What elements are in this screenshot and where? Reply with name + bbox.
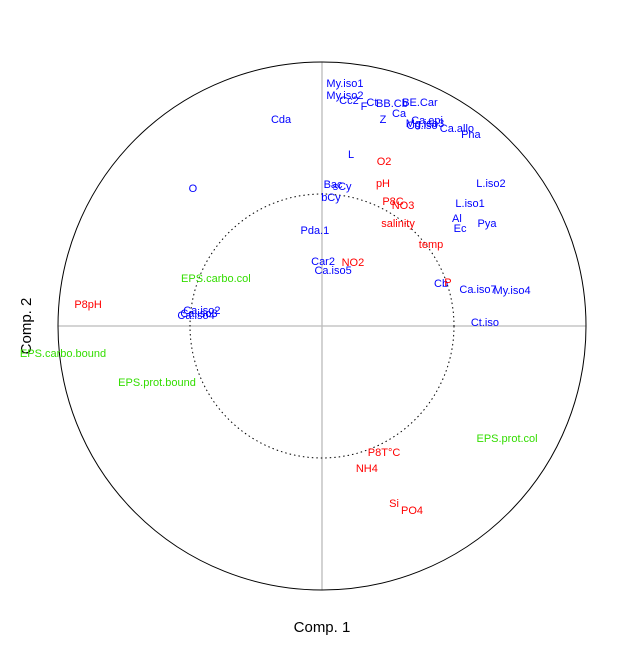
point-label: Ca.allo [440, 123, 474, 135]
x-axis-label: Comp. 1 [294, 619, 351, 636]
point-label: sCy [333, 181, 352, 193]
point-label: Cb [434, 278, 448, 290]
y-axis-label: Comp. 2 [18, 298, 35, 355]
point-label: Al [452, 213, 462, 225]
point-label: Cd.iso [406, 120, 437, 132]
point-label: BB.Cb [376, 98, 408, 110]
point-label: My.iso4 [494, 285, 531, 297]
point-label: L.iso1 [455, 198, 484, 210]
point-label: NO2 [342, 257, 365, 269]
point-label: salinity [381, 218, 415, 230]
point-label: Ca.iso5 [314, 265, 351, 277]
point-label: Pya [478, 218, 498, 230]
point-label: EPS.carbo.col [181, 273, 251, 285]
point-label: Car2 [311, 256, 335, 268]
point-label: PO4 [401, 505, 423, 517]
point-label: P [444, 277, 451, 289]
point-label: Z [380, 114, 387, 126]
point-label: Bac [324, 179, 343, 191]
point-label: Ct [366, 97, 377, 109]
point-label: NH4 [356, 463, 378, 475]
point-label: Cc2 [339, 95, 359, 107]
point-label: BE.Car [402, 97, 438, 109]
point-label: L.iso2 [476, 178, 505, 190]
point-label: Mg.iso3 [406, 118, 445, 130]
point-label: P8T°C [368, 447, 401, 459]
point-label: Ec [454, 223, 467, 235]
point-label: Ca.epi [411, 115, 443, 127]
point-label: My.iso2 [326, 90, 363, 102]
point-label: Pha [461, 129, 481, 141]
point-label: Cda [271, 114, 292, 126]
point-label: L [348, 149, 354, 161]
point-label: Si [389, 498, 399, 510]
point-label: Ca.iso4 [177, 310, 214, 322]
point-label: Ca.iso2 [183, 305, 220, 317]
point-label: Ct.iso [471, 317, 499, 329]
point-label: Ca.iso7 [459, 284, 496, 296]
point-label: Ca.iso3 [180, 308, 217, 320]
correlation-circle [189, 193, 455, 459]
point-label: F [361, 101, 368, 113]
point-label: pH [376, 178, 390, 190]
point-label: EPS.prot.bound [118, 377, 196, 389]
point-label: NO3 [392, 200, 415, 212]
point-label: EPS.carbo.bound [20, 348, 106, 360]
point-label: O [189, 183, 198, 195]
point-label: P8C [382, 196, 403, 208]
point-label: bCy [321, 192, 341, 204]
point-label: P8pH [74, 299, 102, 311]
point-label: O2 [377, 156, 392, 168]
point-label: Ca [392, 108, 407, 120]
point-label: Pda.1 [300, 225, 329, 237]
point-label: My.iso1 [326, 78, 363, 90]
point-label: EPS.prot.col [476, 433, 537, 445]
correlation-circle [57, 61, 587, 591]
point-label: temp [419, 239, 443, 251]
